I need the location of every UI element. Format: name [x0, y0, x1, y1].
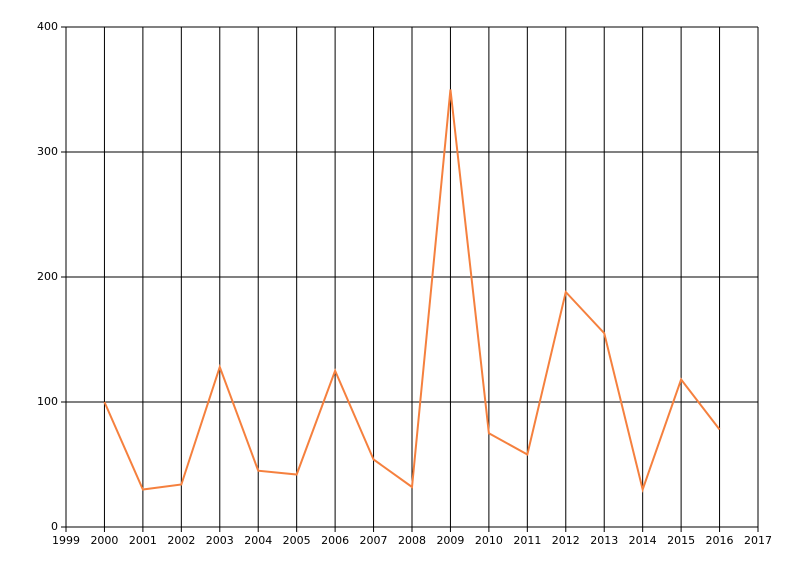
x-tick-label: 2006	[321, 534, 349, 547]
x-tick-label: 2014	[629, 534, 657, 547]
x-tick-label: 2000	[90, 534, 118, 547]
x-tick-label: 2010	[475, 534, 503, 547]
y-tick-label: 0	[51, 520, 58, 533]
x-tick-label: 2013	[590, 534, 618, 547]
data-line	[103, 89, 721, 494]
y-tick-label: 300	[37, 145, 58, 158]
y-tick-label: 100	[37, 395, 58, 408]
x-tick-label: 2016	[706, 534, 734, 547]
x-tick-label: 2011	[513, 534, 541, 547]
x-tick-label: 2015	[667, 534, 695, 547]
y-tick-label: 200	[37, 270, 58, 283]
x-tick-label: 2004	[244, 534, 272, 547]
x-tick-label: 2009	[436, 534, 464, 547]
y-tick-label: 400	[37, 20, 58, 33]
x-tick-label: 2001	[129, 534, 157, 547]
x-tick-label: 1999	[52, 534, 80, 547]
x-tick-label: 2003	[206, 534, 234, 547]
x-tick-label: 2002	[167, 534, 195, 547]
x-tick-label: 2012	[552, 534, 580, 547]
x-tick-label: 2005	[283, 534, 311, 547]
x-tick-label: 2007	[360, 534, 388, 547]
x-tick-label: 2008	[398, 534, 426, 547]
x-tick-label: 2017	[744, 534, 772, 547]
